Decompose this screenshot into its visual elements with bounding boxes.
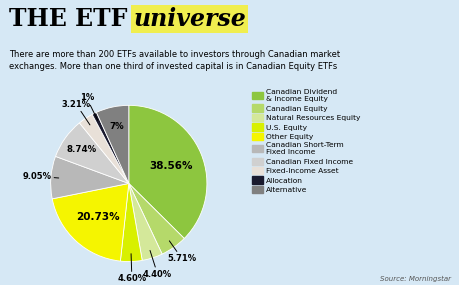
Wedge shape bbox=[129, 105, 207, 239]
Wedge shape bbox=[52, 184, 129, 261]
Wedge shape bbox=[120, 184, 142, 262]
Legend: Canadian Dividend
& Income Equity, Canadian Equity, Natural Resources Equity, U.: Canadian Dividend & Income Equity, Canad… bbox=[252, 89, 360, 193]
Text: 9.05%: 9.05% bbox=[22, 172, 59, 181]
Text: Source: Morningstar: Source: Morningstar bbox=[379, 276, 450, 282]
Wedge shape bbox=[79, 115, 129, 184]
Text: 3.21%: 3.21% bbox=[62, 99, 90, 125]
Wedge shape bbox=[50, 156, 129, 199]
Text: THE ETF: THE ETF bbox=[9, 7, 135, 31]
Text: There are more than 200 ETFs available to investors through Canadian market
exch: There are more than 200 ETFs available t… bbox=[9, 50, 340, 71]
Text: 7%: 7% bbox=[109, 122, 123, 131]
Text: 20.73%: 20.73% bbox=[76, 212, 120, 222]
Wedge shape bbox=[92, 112, 129, 184]
Wedge shape bbox=[56, 123, 129, 184]
Text: 4.60%: 4.60% bbox=[117, 254, 146, 283]
Text: 5.71%: 5.71% bbox=[167, 241, 196, 263]
Text: 38.56%: 38.56% bbox=[149, 161, 192, 171]
Wedge shape bbox=[129, 184, 184, 254]
Wedge shape bbox=[129, 184, 162, 260]
Wedge shape bbox=[96, 105, 129, 184]
Text: universe: universe bbox=[133, 7, 245, 31]
Text: 4.40%: 4.40% bbox=[143, 251, 172, 279]
Text: 8.74%: 8.74% bbox=[66, 145, 96, 154]
Text: 1%: 1% bbox=[79, 93, 97, 120]
